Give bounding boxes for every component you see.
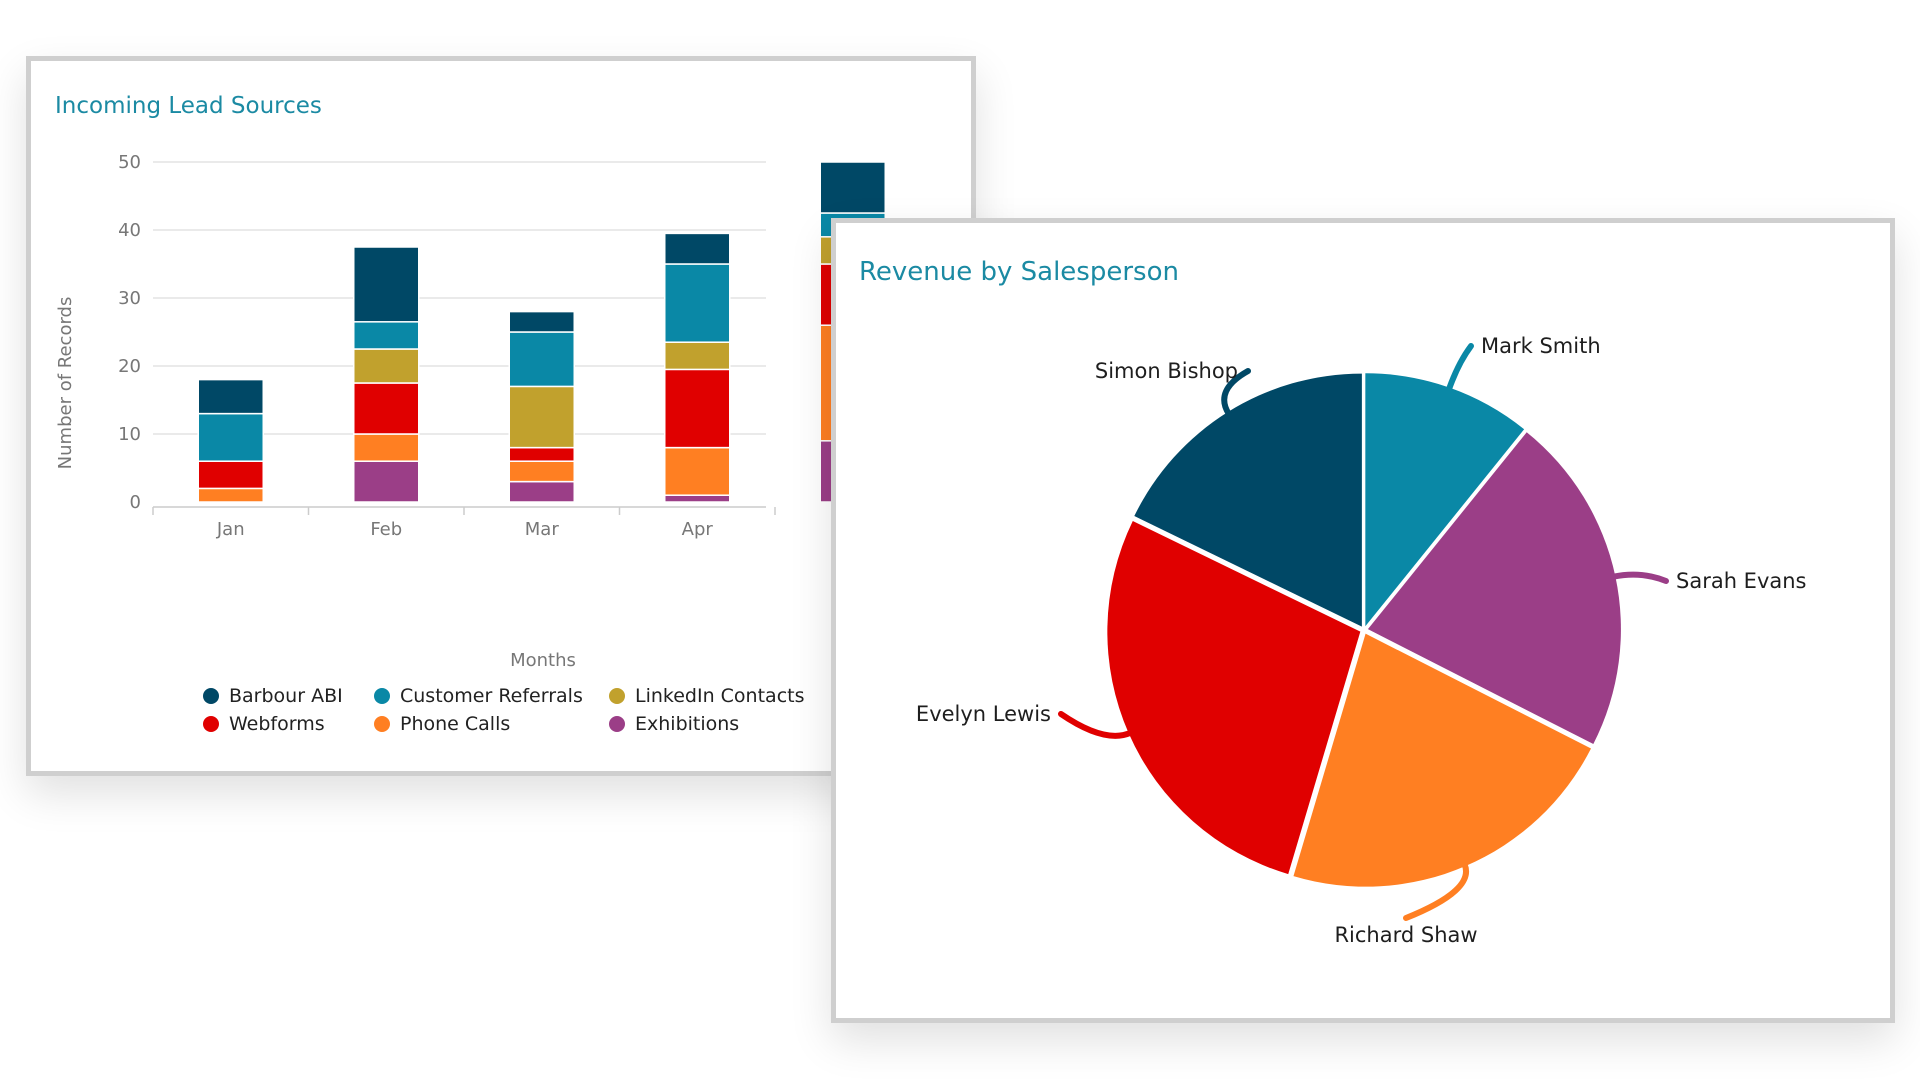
bar-segment (664, 494, 731, 503)
pie-slice-label: Richard Shaw (1334, 923, 1477, 947)
bar-segment (197, 412, 264, 462)
y-tick-label: 10 (118, 424, 141, 445)
bar-segment (819, 161, 886, 214)
bar-segment (197, 487, 264, 503)
pie-slice-label: Mark Smith (1481, 334, 1601, 358)
y-tick-label: 50 (118, 152, 141, 173)
pie-chart-title: Revenue by Salesperson (859, 257, 1179, 287)
y-tick-label: 40 (118, 220, 141, 241)
bar-segment (508, 331, 575, 388)
pie-connector (1058, 711, 1134, 739)
bar-segment (664, 368, 731, 449)
y-tick-label: 30 (118, 288, 141, 309)
x-axis-title: Months (510, 650, 576, 671)
x-tick-label: Jan (216, 519, 245, 540)
legend-swatch (374, 688, 390, 704)
bar-segment (508, 480, 575, 503)
pie-connector (1403, 861, 1469, 921)
lead-sources-chart: 0 10 20 30 40 50 Jan Feb Mar Apr Months Number of R… (55, 152, 932, 735)
legend-label: Customer Referrals (400, 685, 583, 707)
legend-label: Webforms (229, 713, 325, 735)
bar-segment (353, 246, 420, 323)
x-tick-label: Feb (370, 519, 402, 540)
pie-slice-label: Evelyn Lewis (916, 702, 1051, 726)
legend-label: LinkedIn Contacts (635, 685, 805, 707)
pie-connector (1221, 368, 1251, 417)
legend-swatch (374, 716, 390, 732)
legend-label: Exhibitions (635, 713, 739, 735)
bar-segment (353, 433, 420, 462)
bar-segment (197, 378, 264, 415)
bar-segment (508, 385, 575, 449)
legend-swatch (203, 688, 219, 704)
legend-swatch (203, 716, 219, 732)
bar-segment (353, 460, 420, 503)
legend-label: Barbour ABI (229, 685, 343, 707)
y-tick-label: 20 (118, 356, 141, 377)
pie-slice-label: Sarah Evans (1676, 569, 1807, 593)
pie-slice (1134, 373, 1362, 627)
bar-segment (664, 232, 731, 265)
x-tick-label: Mar (525, 519, 560, 540)
bar-segment (353, 382, 420, 435)
bar-chart-title: Incoming Lead Sources (55, 93, 322, 119)
pie-connector (1445, 343, 1474, 393)
bar-segment (353, 348, 420, 384)
y-axis-title: Number of Records (55, 297, 76, 470)
x-tick-label: Apr (682, 519, 714, 540)
bar-segment (197, 460, 264, 490)
bar-segment (508, 446, 575, 462)
revenue-pie-chart: Mark Smith Sarah Evans Richard Shaw Evelyn … (916, 334, 1807, 947)
legend-swatch (609, 716, 625, 732)
legend-swatch (609, 688, 625, 704)
y-tick-label: 0 (130, 492, 141, 513)
bar-segment (353, 321, 420, 350)
bar-segment (508, 460, 575, 483)
pie-slice (1367, 432, 1621, 745)
pie-slice (1293, 633, 1592, 887)
pie-slice-label: Simon Bishop (1095, 359, 1238, 383)
bar-segment (664, 446, 731, 496)
bar-segment (664, 263, 731, 343)
bar-segment (508, 310, 575, 333)
pie-slice (1365, 373, 1525, 627)
bar-segment (664, 341, 731, 371)
revenue-card: Revenue by Salesperson Mark Smith Sarah E… (831, 218, 1895, 1023)
pie-slice (1107, 521, 1361, 875)
legend-label: Phone Calls (400, 713, 510, 735)
pie-connector (1610, 571, 1669, 584)
